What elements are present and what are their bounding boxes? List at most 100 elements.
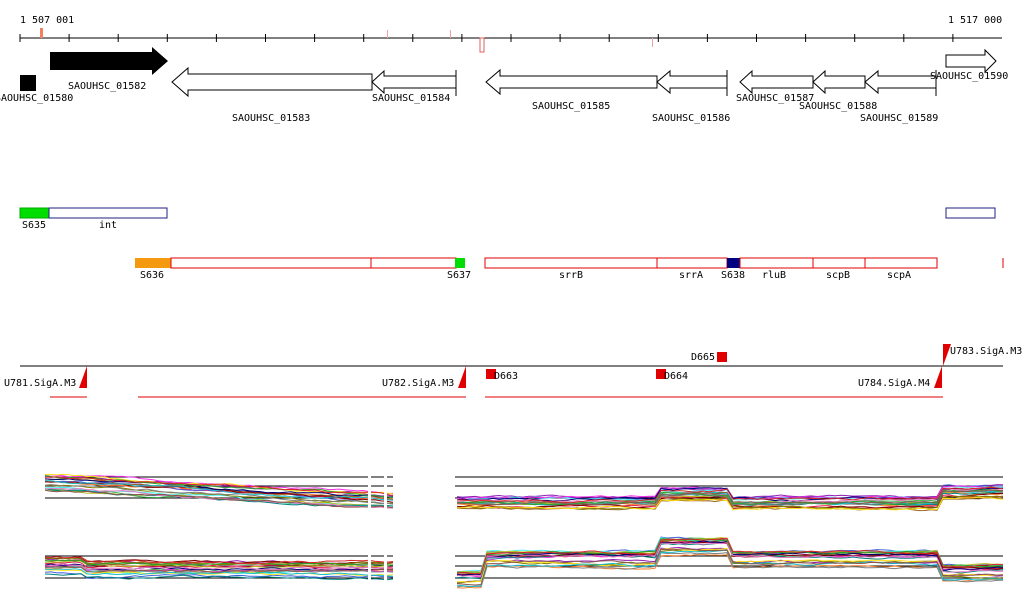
expression-profile-line (44, 573, 394, 581)
transcript-track: S636 S637 srrB srrA S638 rluB scpB scpA (135, 257, 1004, 281)
region-marker[interactable] (479, 37, 485, 53)
gene-feature[interactable] (20, 75, 36, 91)
ruler-ticks (19, 34, 954, 42)
expression-profile-line (456, 548, 1004, 586)
promoter-flag[interactable] (79, 366, 87, 388)
ruler-end-label: 1 517 000 (948, 15, 1002, 26)
expression-profile-line (44, 566, 394, 573)
gene-track: SAOUHSC_01580 SAOUHSC_01582 SAOUHSC_0158… (0, 47, 1008, 124)
expression-tracks (44, 460, 1004, 600)
gene-arrow-reverse[interactable] (864, 69, 937, 95)
track-gap (393, 460, 455, 520)
transcript-feature[interactable] (864, 257, 938, 269)
expression-profile-line (456, 537, 1004, 575)
transcript-feature[interactable] (484, 257, 658, 269)
operon-label: S635 (22, 220, 46, 231)
track-gap (393, 540, 455, 600)
expression-profile-line (44, 476, 394, 497)
gene-label: SAOUHSC_01590 (930, 71, 1008, 82)
expression-profile-line (44, 556, 394, 565)
transcript-feature[interactable] (656, 257, 728, 269)
gene-label: SAOUHSC_01583 (232, 113, 310, 124)
expression-profile-line (44, 557, 394, 566)
gene-label: SAOUHSC_01586 (652, 113, 730, 124)
expression-profile-line (44, 478, 394, 498)
ruler-flag (652, 38, 653, 47)
expression-profile-line (44, 489, 394, 509)
ruler-flag (450, 30, 451, 38)
track-gap (384, 460, 387, 520)
promoter-track: U781.SigA.M3 U782.SigA.M3 D663 D664 D665… (4, 344, 1022, 398)
expression-profile-line (44, 484, 393, 505)
gene-arrow-reverse[interactable] (171, 66, 373, 98)
transcript-start-feature[interactable] (135, 258, 171, 268)
expression-profile-line (456, 542, 1003, 577)
gene-arrow-reverse[interactable] (485, 68, 658, 96)
transcript-label: srrB (559, 270, 583, 281)
promoter-label: U784.SigA.M4 (858, 378, 930, 389)
gene-label: SAOUHSC_01580 (0, 93, 73, 104)
expression-profile-line (456, 552, 1004, 588)
transcript-label: scpB (826, 270, 850, 281)
promoter-label: U781.SigA.M3 (4, 378, 76, 389)
transcript-marker[interactable] (455, 258, 465, 268)
gene-arrow-reverse[interactable] (371, 69, 457, 95)
promoter-label: U782.SigA.M3 (382, 378, 454, 389)
operon-feature[interactable] (48, 207, 168, 219)
ruler: 1 507 001 1 517 000 (19, 15, 1002, 53)
transcript-marker[interactable] (727, 258, 740, 268)
gene-label: SAOUHSC_01585 (532, 101, 610, 112)
promoter-flag[interactable] (943, 344, 951, 366)
transcript-feature[interactable] (170, 257, 372, 269)
expression-profile-line (457, 486, 1004, 504)
transcript-feature[interactable] (370, 257, 457, 269)
promoter-label: D664 (664, 371, 688, 382)
gene-label: SAOUHSC_01588 (799, 101, 877, 112)
promoter-flag[interactable] (934, 366, 942, 388)
promoter-box[interactable] (656, 369, 666, 379)
operon-feature[interactable] (945, 207, 996, 219)
transcript-label: rluB (762, 270, 786, 281)
transcript-feature[interactable] (739, 257, 814, 269)
promoter-label: D665 (691, 352, 715, 363)
operon-label: int (99, 220, 117, 231)
operon-track: S635 int (19, 207, 996, 231)
gene-label: SAOUHSC_01589 (860, 113, 938, 124)
ruler-start-label: 1 507 001 (20, 15, 74, 26)
promoter-box[interactable] (717, 352, 727, 362)
expression-profiles (44, 473, 1004, 589)
gene-label: SAOUHSC_01587 (736, 93, 814, 104)
ruler-flag (387, 30, 388, 38)
track-gap (368, 460, 371, 520)
position-marker[interactable] (40, 28, 43, 38)
expression-profile-line (44, 559, 394, 566)
gene-arrow-reverse[interactable] (656, 69, 728, 95)
transcript-label: S636 (140, 270, 164, 281)
gene-arrow-reverse[interactable] (739, 69, 814, 95)
promoter-label: U783.SigA.M3 (950, 346, 1022, 357)
gene-arrow-forward[interactable] (50, 47, 168, 75)
promoter-box[interactable] (486, 369, 496, 379)
gene-arrow-forward[interactable] (945, 48, 997, 74)
track-gap (368, 540, 371, 600)
expression-profile-line (44, 563, 394, 571)
transcript-feature[interactable] (812, 257, 866, 269)
promoter-flag[interactable] (458, 366, 466, 388)
expression-profile-line (457, 489, 1004, 506)
gene-arrow-reverse[interactable] (812, 69, 866, 95)
expression-profile-line (44, 480, 394, 501)
transcript-label: srrA (679, 270, 703, 281)
track-gap (384, 540, 387, 600)
transcript-label: scpA (887, 270, 911, 281)
expression-profile-line (456, 489, 1004, 506)
gene-label: SAOUHSC_01582 (68, 81, 146, 92)
expression-profile-line (456, 496, 1004, 511)
transcript-label: S638 (721, 270, 745, 281)
expression-profile-line (44, 568, 394, 577)
promoter-label: D663 (494, 371, 518, 382)
gene-label: SAOUHSC_01584 (372, 93, 450, 104)
operon-start-feature[interactable] (19, 207, 50, 219)
expression-profile-line (44, 484, 394, 505)
